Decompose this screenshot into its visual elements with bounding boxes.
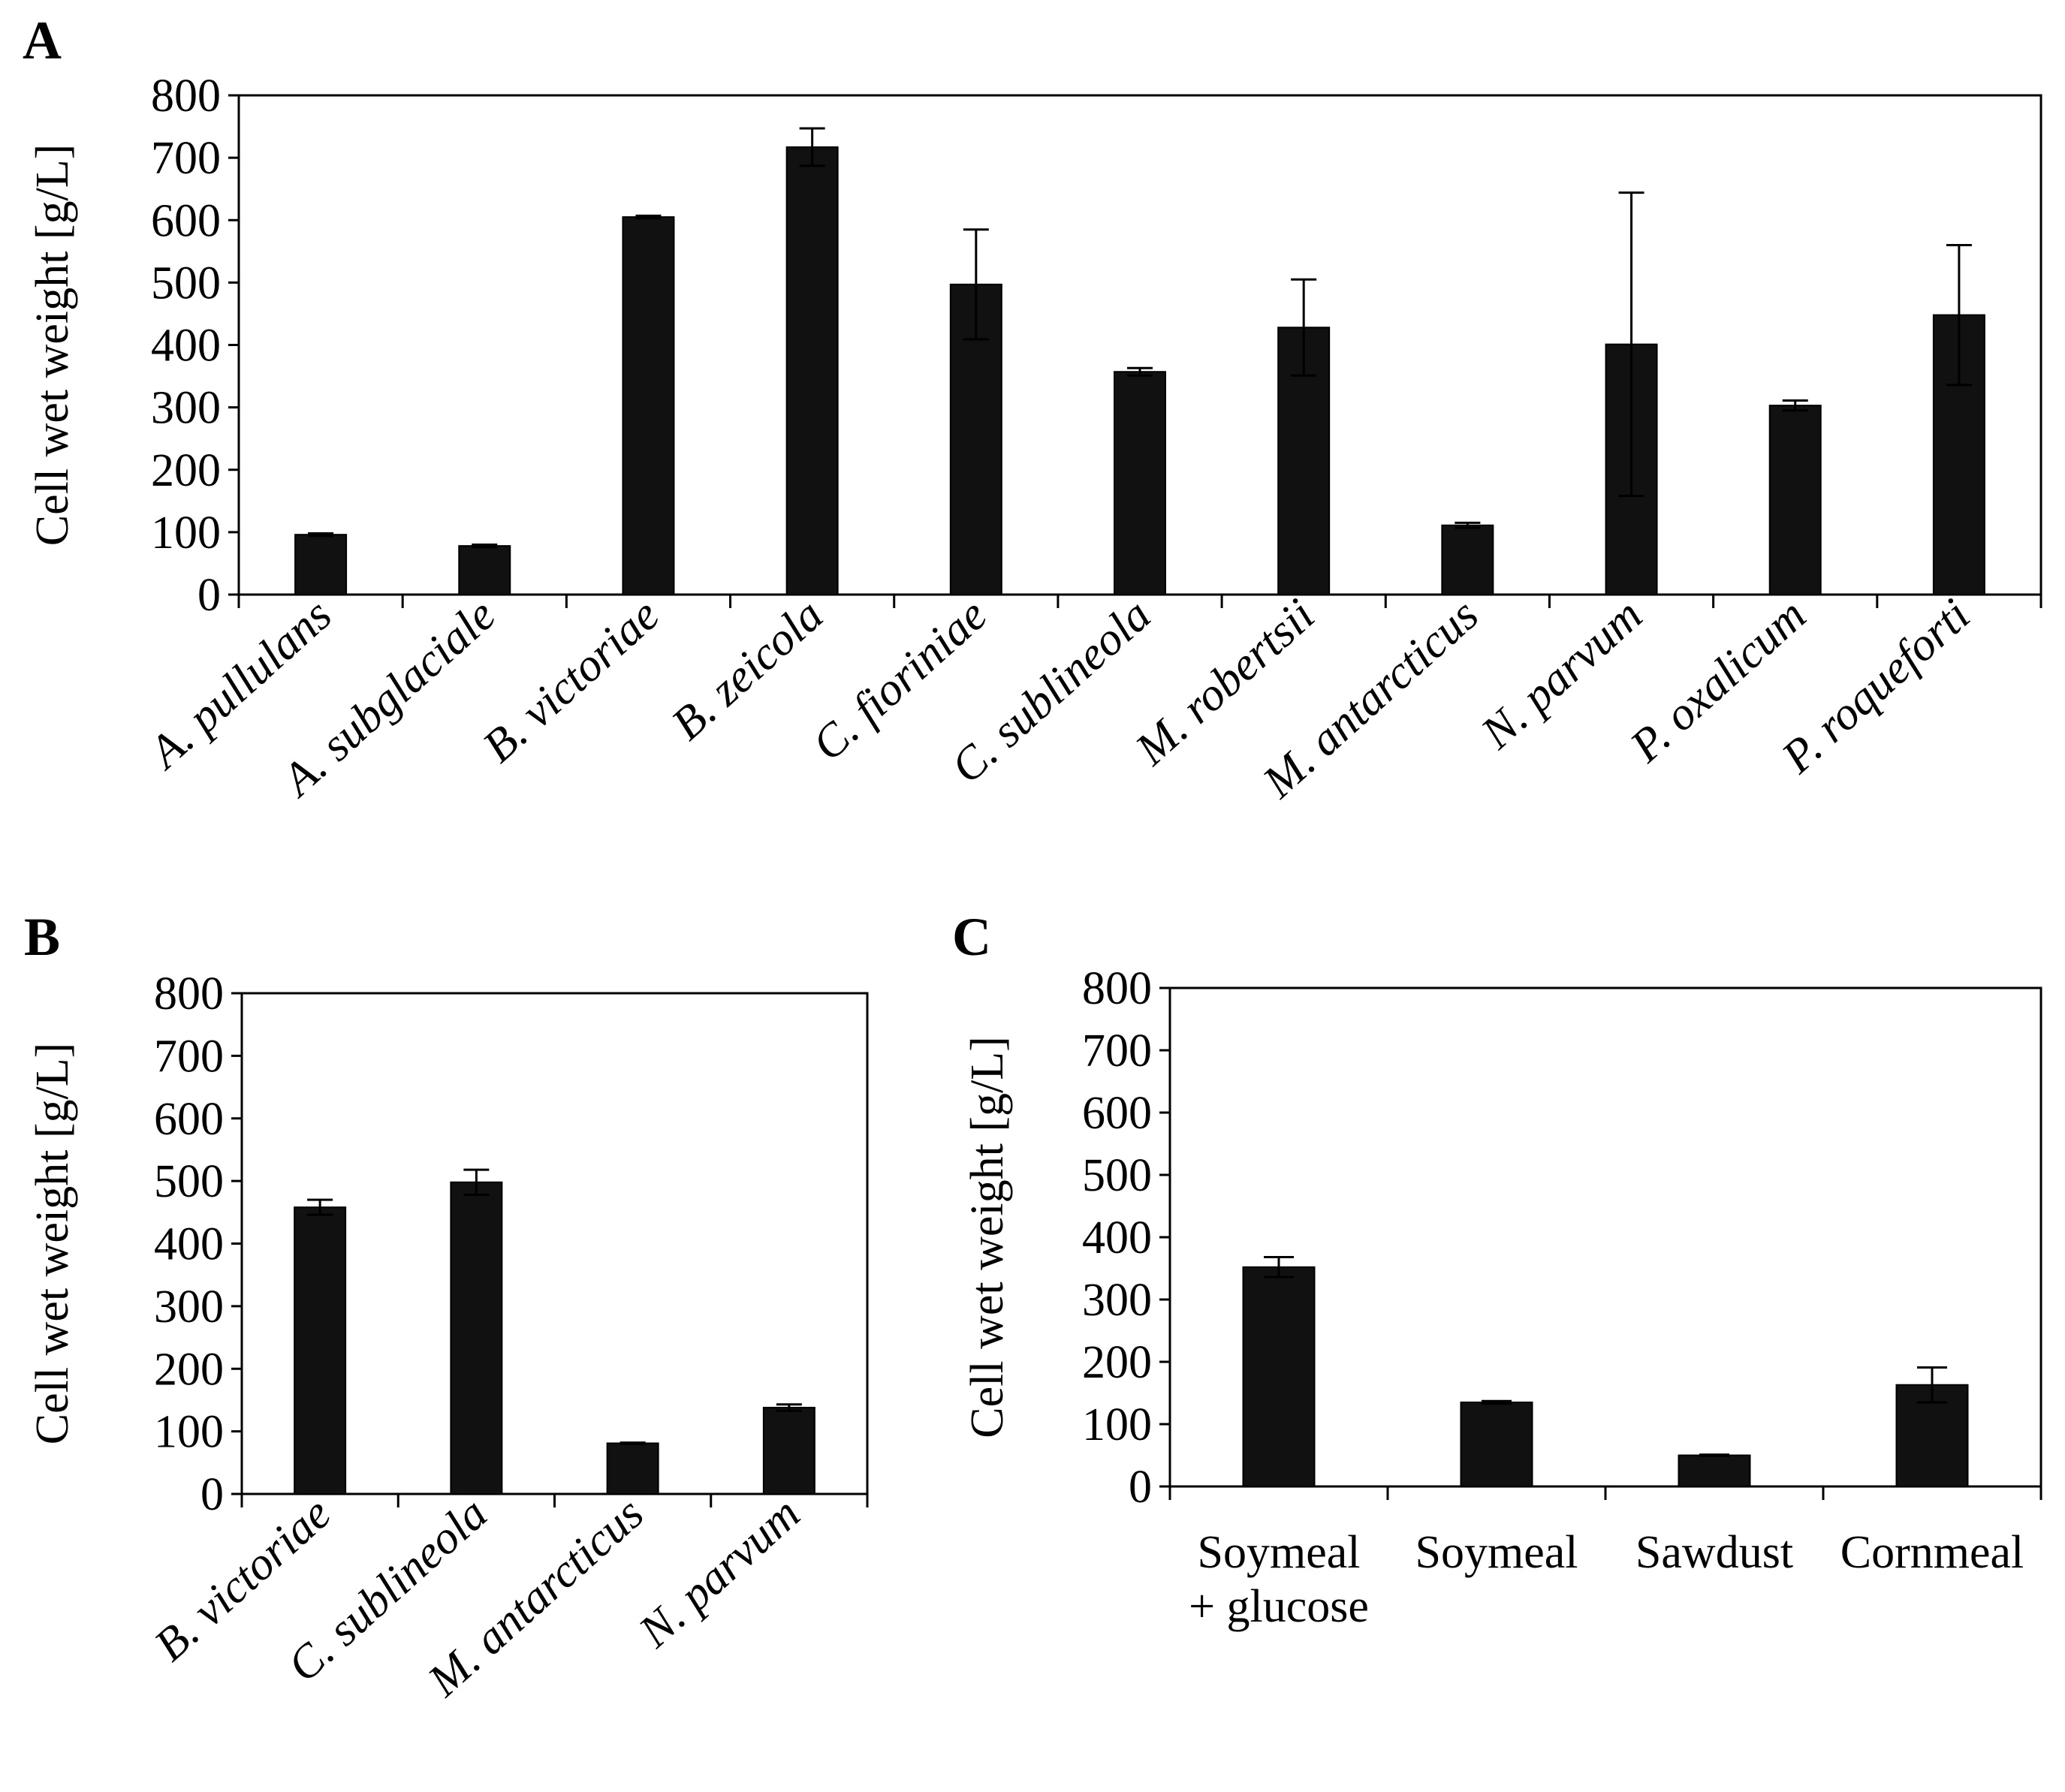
x-category-label: Soymeal + glucose	[1189, 1527, 1369, 1632]
y-tick-label: 500	[154, 1156, 224, 1207]
bar	[1277, 327, 1331, 595]
y-axis-title: Cell wet weight [g/L]	[27, 1043, 78, 1444]
y-tick-label: 400	[151, 321, 221, 372]
y-axis-title: Cell wet weight [g/L]	[27, 144, 78, 546]
x-category-label: Soymeal	[1415, 1527, 1578, 1578]
bar	[606, 1442, 659, 1495]
y-tick-label: 300	[151, 383, 221, 434]
y-tick-label: 500	[1082, 1150, 1152, 1201]
y-tick-label: 600	[154, 1094, 224, 1145]
y-tick-label: 800	[151, 71, 221, 122]
y-tick-label: 100	[1082, 1399, 1152, 1450]
bar	[450, 1181, 503, 1495]
panel-letter: C	[952, 907, 991, 967]
panel-b: B 0 100 200 300 400 500 600 700 800 Cell wet weigh…	[24, 907, 869, 1707]
y-tick-label: 600	[151, 195, 221, 246]
panel-letter: B	[24, 907, 60, 967]
y-tick-label: 700	[151, 133, 221, 184]
y-tick-label: 500	[151, 258, 221, 309]
y-tick-label: 200	[154, 1344, 224, 1395]
bar	[1768, 405, 1822, 595]
y-tick-label: 200	[151, 445, 221, 496]
y-tick-label: 200	[1082, 1337, 1152, 1388]
bar	[762, 1406, 815, 1495]
x-category-label: B. victoriae	[473, 589, 668, 773]
bar	[1242, 1266, 1316, 1487]
bar	[458, 545, 511, 595]
y-tick-label: 0	[1129, 1462, 1152, 1513]
y-tick-label: 300	[154, 1282, 224, 1333]
bar	[1678, 1454, 1751, 1487]
bar	[622, 216, 675, 595]
bar	[1460, 1401, 1533, 1487]
bar	[785, 146, 839, 595]
y-tick-label: 800	[154, 968, 224, 1019]
y-tick-label: 0	[200, 1469, 224, 1520]
y-tick-label: 300	[1082, 1275, 1152, 1326]
panel-c: C 0 100 200 300 400 500 600 700 800 Cell wet weigh…	[952, 907, 2042, 1632]
panel-a: A 0 100 200 300 400 500 600 700 800 Cell wet weigh…	[23, 11, 2042, 809]
y-tick-label: 400	[1082, 1212, 1152, 1263]
y-tick-label: 0	[197, 570, 221, 621]
y-axis-title: Cell wet weight [g/L]	[962, 1036, 1013, 1438]
y-tick-label: 700	[1082, 1026, 1152, 1077]
x-category-label: Sawdust	[1635, 1527, 1793, 1578]
x-category-label: B. zeicola	[662, 589, 833, 750]
y-tick-label: 700	[154, 1031, 224, 1082]
y-tick-label: 800	[1082, 963, 1152, 1014]
y-tick-label: 100	[154, 1407, 224, 1458]
y-tick-label: 100	[151, 507, 221, 559]
x-category-label: N. parvum	[629, 1488, 809, 1658]
bar	[1114, 371, 1166, 595]
x-category-label: Cornmeal	[1840, 1527, 2024, 1578]
y-tick-label: 400	[154, 1219, 224, 1270]
y-tick-label: 600	[1082, 1088, 1152, 1139]
bar	[1441, 524, 1494, 596]
bar	[294, 1206, 347, 1495]
panel-letter: A	[23, 11, 62, 71]
bar	[294, 534, 348, 596]
